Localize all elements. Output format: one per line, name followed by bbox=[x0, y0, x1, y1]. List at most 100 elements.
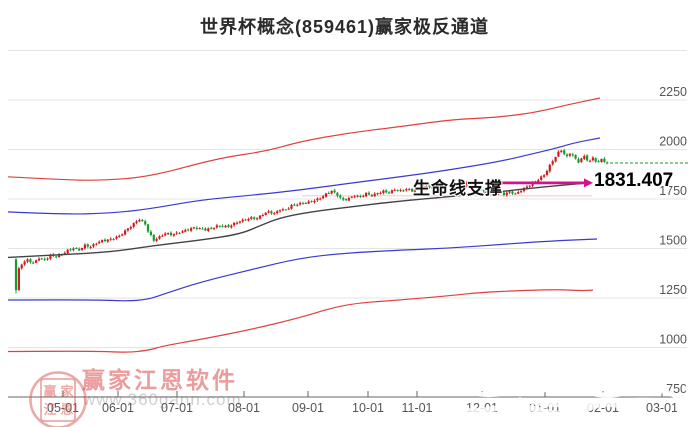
candle-body bbox=[221, 225, 224, 227]
candle-body bbox=[428, 185, 431, 188]
candle-body bbox=[324, 193, 328, 197]
scribble-stroke bbox=[518, 397, 687, 408]
scribble-stroke bbox=[418, 385, 689, 401]
watermark-url-text: www.360gann.com bbox=[83, 390, 242, 409]
y-axis-label: 1000 bbox=[659, 333, 687, 347]
candle-body bbox=[347, 198, 350, 201]
candle-body bbox=[537, 180, 540, 182]
candle-body bbox=[454, 185, 457, 187]
candle-body bbox=[80, 248, 84, 250]
life-line-support-value: 1831.407 bbox=[594, 170, 674, 191]
candle-body bbox=[112, 239, 115, 240]
candle-body bbox=[356, 195, 359, 197]
candle-body bbox=[204, 228, 207, 231]
candle-body bbox=[192, 227, 195, 229]
candle-body bbox=[40, 258, 43, 260]
candle-body bbox=[525, 186, 528, 188]
candle-body bbox=[465, 183, 468, 187]
candle-body bbox=[456, 182, 460, 186]
candle-body bbox=[118, 235, 121, 238]
candle-body bbox=[253, 217, 256, 219]
candle-body bbox=[26, 259, 29, 262]
candle-body bbox=[281, 209, 284, 211]
x-axis-label: 06-01 bbox=[102, 401, 134, 415]
candle-body bbox=[439, 185, 442, 187]
candle-body bbox=[106, 239, 109, 242]
candle-body bbox=[554, 157, 557, 162]
candle-body bbox=[462, 183, 465, 186]
candle-body bbox=[376, 193, 379, 195]
candle-body bbox=[511, 191, 514, 194]
candle-body bbox=[103, 239, 107, 242]
candle-body bbox=[169, 232, 173, 236]
candle-body bbox=[258, 215, 262, 219]
candle-body bbox=[109, 238, 112, 240]
candle-body bbox=[46, 258, 49, 260]
candle-body bbox=[187, 229, 190, 231]
candle-body bbox=[164, 233, 167, 236]
candle-body bbox=[468, 182, 471, 184]
candle-body bbox=[115, 236, 118, 239]
candle-body bbox=[121, 234, 124, 236]
candle-body bbox=[241, 219, 244, 222]
candle-body bbox=[588, 160, 592, 162]
candle-body bbox=[603, 158, 606, 162]
candle-body bbox=[72, 248, 75, 251]
candle-body bbox=[474, 184, 477, 186]
white-scribble-overlay bbox=[418, 377, 689, 422]
x-axis-label: 05-01 bbox=[47, 401, 79, 415]
candle-body bbox=[69, 249, 72, 251]
candle-body bbox=[551, 161, 554, 165]
candle-body bbox=[273, 213, 276, 215]
candle-body bbox=[560, 150, 563, 153]
candle-body bbox=[580, 158, 583, 163]
candle-body bbox=[215, 225, 218, 228]
watermark-brand-text: 赢家江恩软件 bbox=[82, 367, 238, 393]
x-axis-label: 07-01 bbox=[161, 401, 193, 415]
x-axis-label: 11-01 bbox=[401, 401, 432, 415]
candle-body bbox=[477, 185, 480, 189]
candle-body bbox=[247, 219, 250, 221]
gridlines bbox=[8, 50, 687, 348]
candle-body bbox=[422, 185, 425, 188]
candle-body bbox=[17, 268, 20, 290]
candle-body bbox=[63, 252, 66, 254]
candle-body bbox=[250, 217, 253, 219]
candle-body bbox=[135, 221, 138, 224]
candle-body bbox=[310, 201, 313, 203]
candle-body bbox=[600, 159, 603, 163]
candle-body bbox=[316, 198, 319, 201]
x-axis: 05-01 06-01 07-01 08-01 09-01 10-01 11-01 12-01… bbox=[8, 391, 683, 415]
candle-body bbox=[178, 233, 181, 234]
candle-body bbox=[571, 154, 574, 156]
candle-body bbox=[299, 202, 302, 205]
lower-red-channel-line bbox=[7, 289, 594, 353]
candle-body bbox=[155, 239, 158, 241]
candle-body bbox=[405, 189, 408, 191]
candle-body bbox=[95, 243, 98, 245]
candle-body bbox=[379, 192, 382, 194]
candle-body bbox=[290, 204, 293, 209]
candle-body bbox=[138, 219, 141, 222]
candle-body bbox=[517, 192, 520, 194]
candle-body bbox=[339, 195, 342, 198]
candle-body bbox=[497, 192, 500, 195]
candle-body bbox=[471, 183, 474, 185]
candle-body bbox=[296, 204, 299, 206]
candle-body bbox=[101, 240, 104, 243]
candle-body bbox=[146, 224, 150, 232]
candle-body bbox=[488, 194, 491, 196]
seal-character: 江 bbox=[43, 402, 56, 417]
candle-body bbox=[43, 258, 46, 260]
candle-body bbox=[385, 190, 388, 193]
candle-body bbox=[172, 233, 175, 236]
candle-body bbox=[276, 211, 279, 214]
candle-body bbox=[293, 204, 296, 206]
candle-body bbox=[350, 196, 353, 198]
candle-body bbox=[152, 234, 155, 241]
candle-body bbox=[287, 208, 290, 210]
y-axis-label: 1500 bbox=[659, 234, 687, 248]
candle-body bbox=[416, 187, 419, 190]
